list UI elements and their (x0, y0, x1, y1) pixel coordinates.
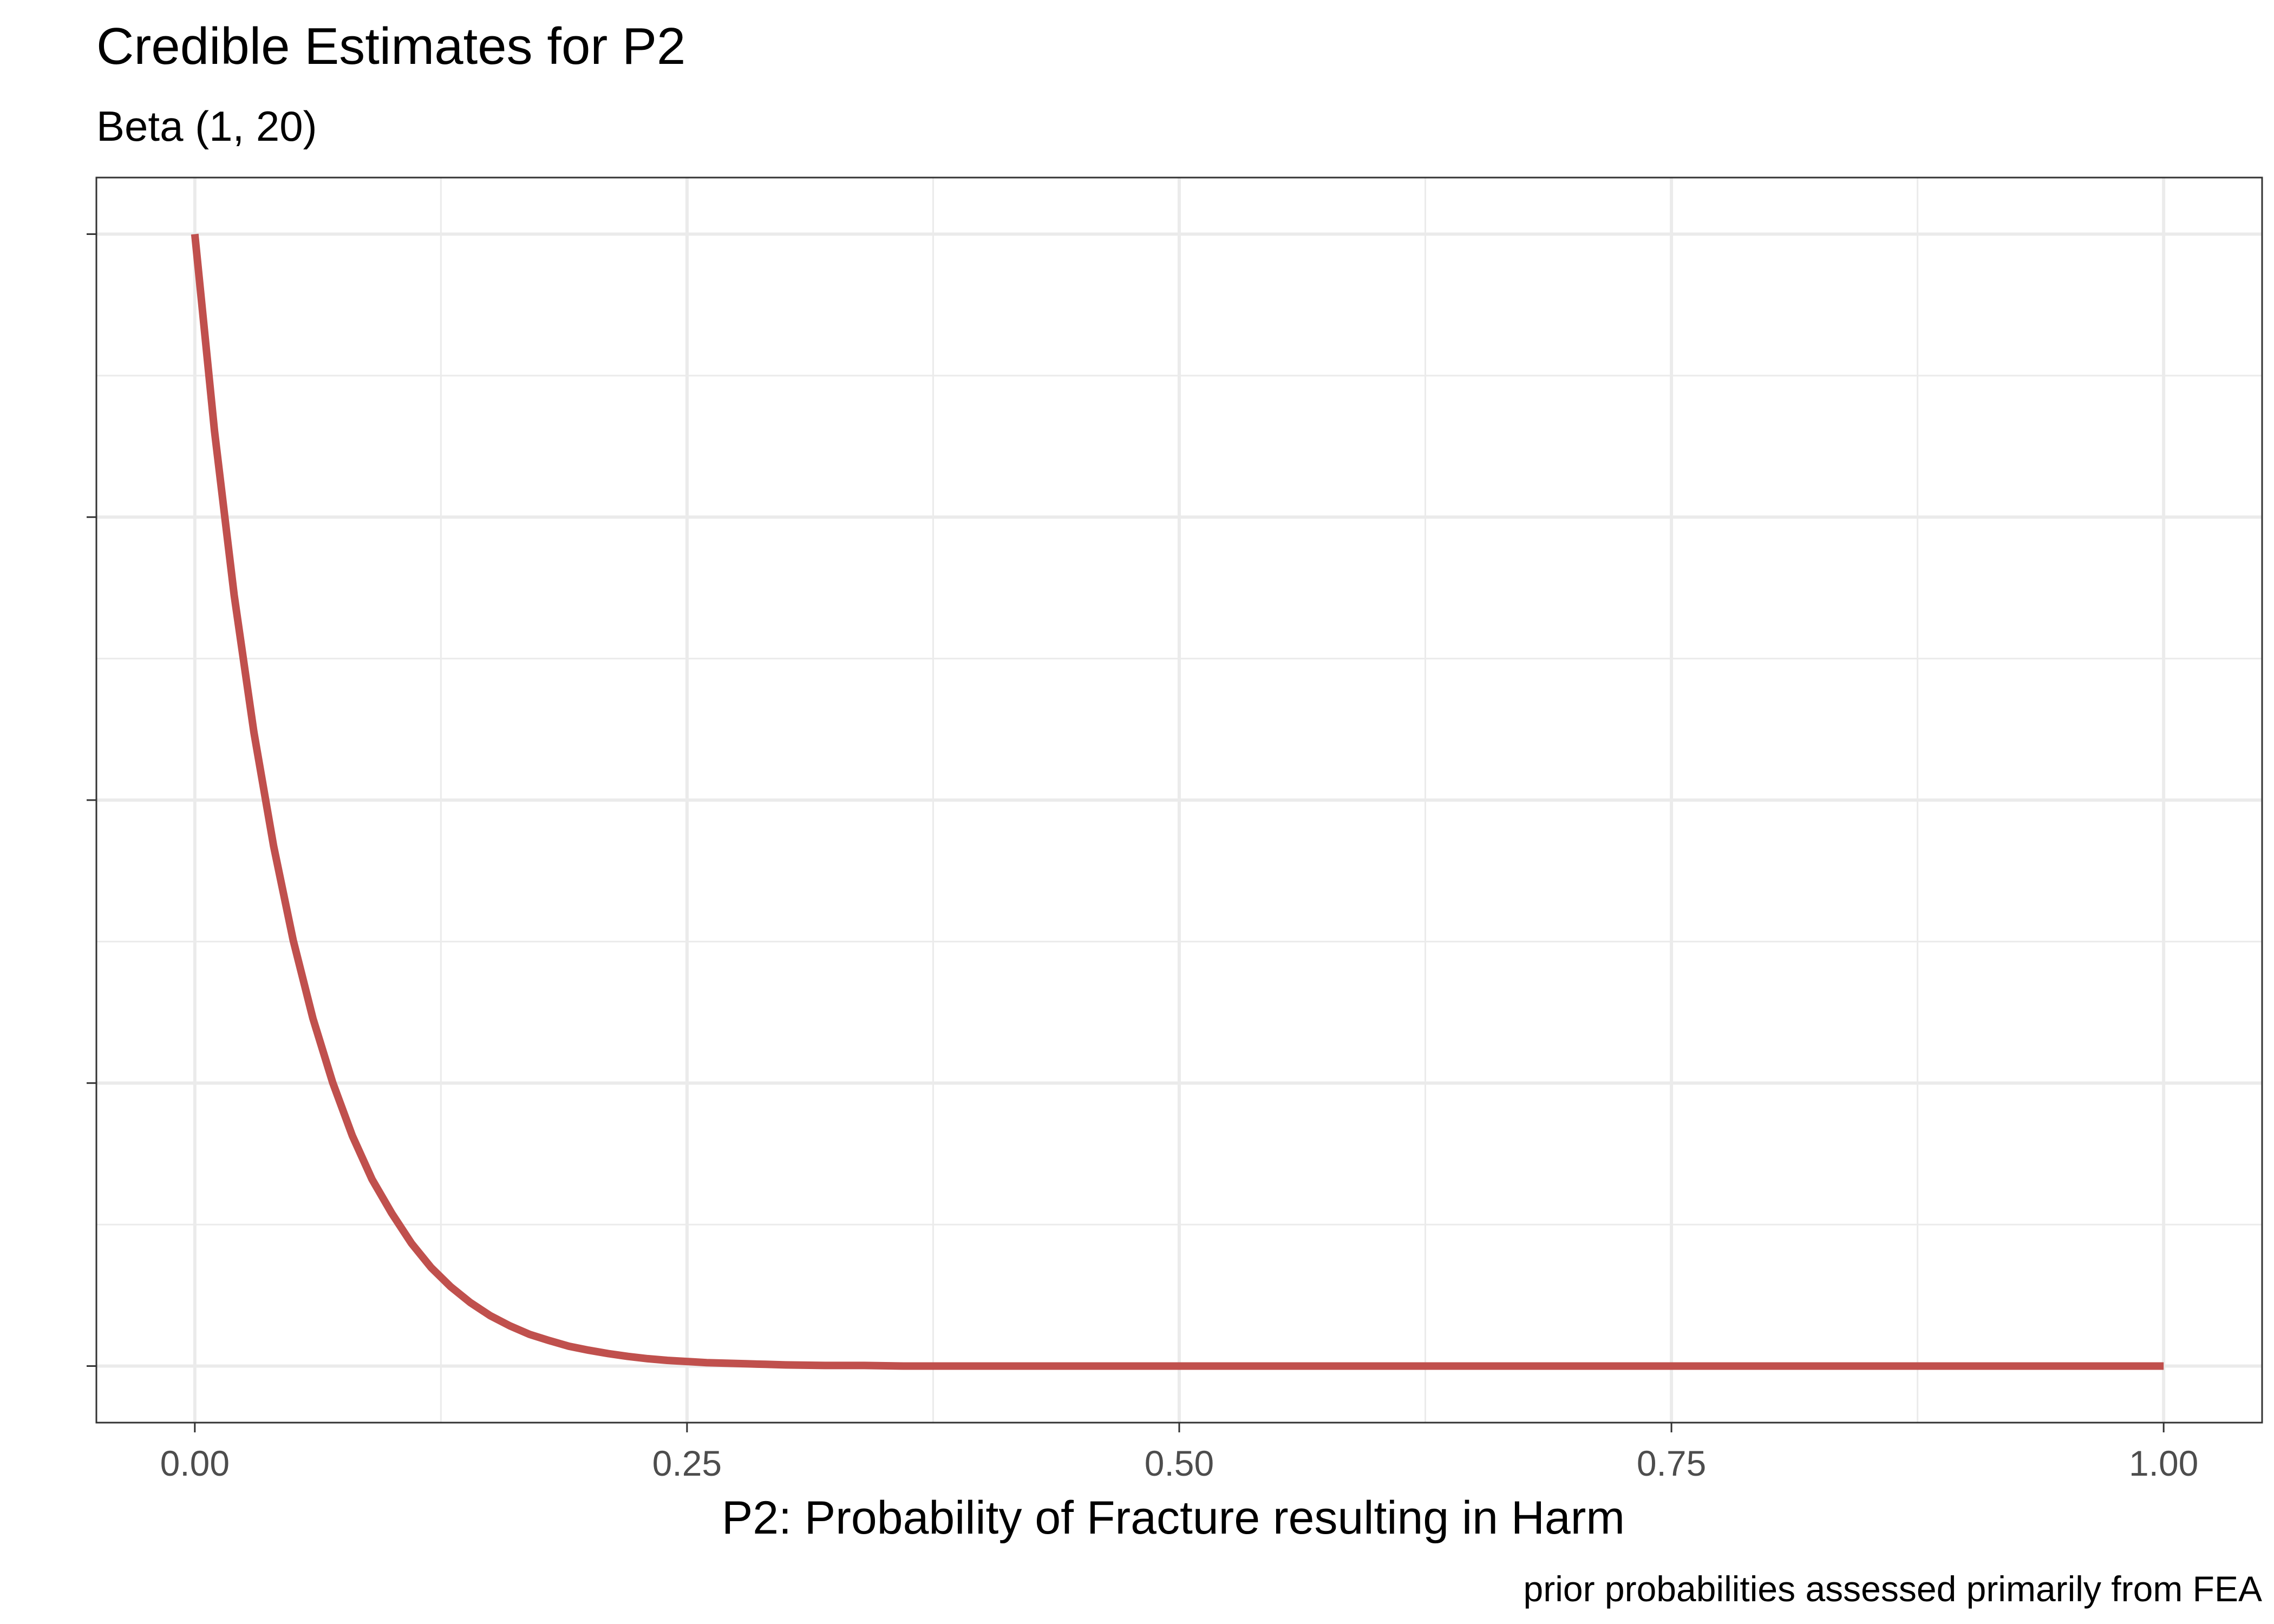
plot-area: 0.00 0.25 0.50 0.75 1.00 (87, 176, 2263, 1483)
chart-subtitle: Beta (1, 20) (96, 102, 317, 150)
x-axis-label: P2: Probability of Fracture resulting in… (722, 1492, 1625, 1544)
x-tick-label: 0.00 (160, 1443, 230, 1483)
x-tick-label: 0.25 (652, 1443, 722, 1483)
chart-title: Credible Estimates for P2 (96, 17, 685, 75)
chart-caption: prior probabilities assessed primarily f… (1524, 1569, 2262, 1609)
x-tick-label: 0.50 (1145, 1443, 1214, 1483)
density-line (191, 233, 2164, 1370)
x-tick-label: 1.00 (2129, 1443, 2198, 1483)
x-tick-label: 0.75 (1637, 1443, 1706, 1483)
